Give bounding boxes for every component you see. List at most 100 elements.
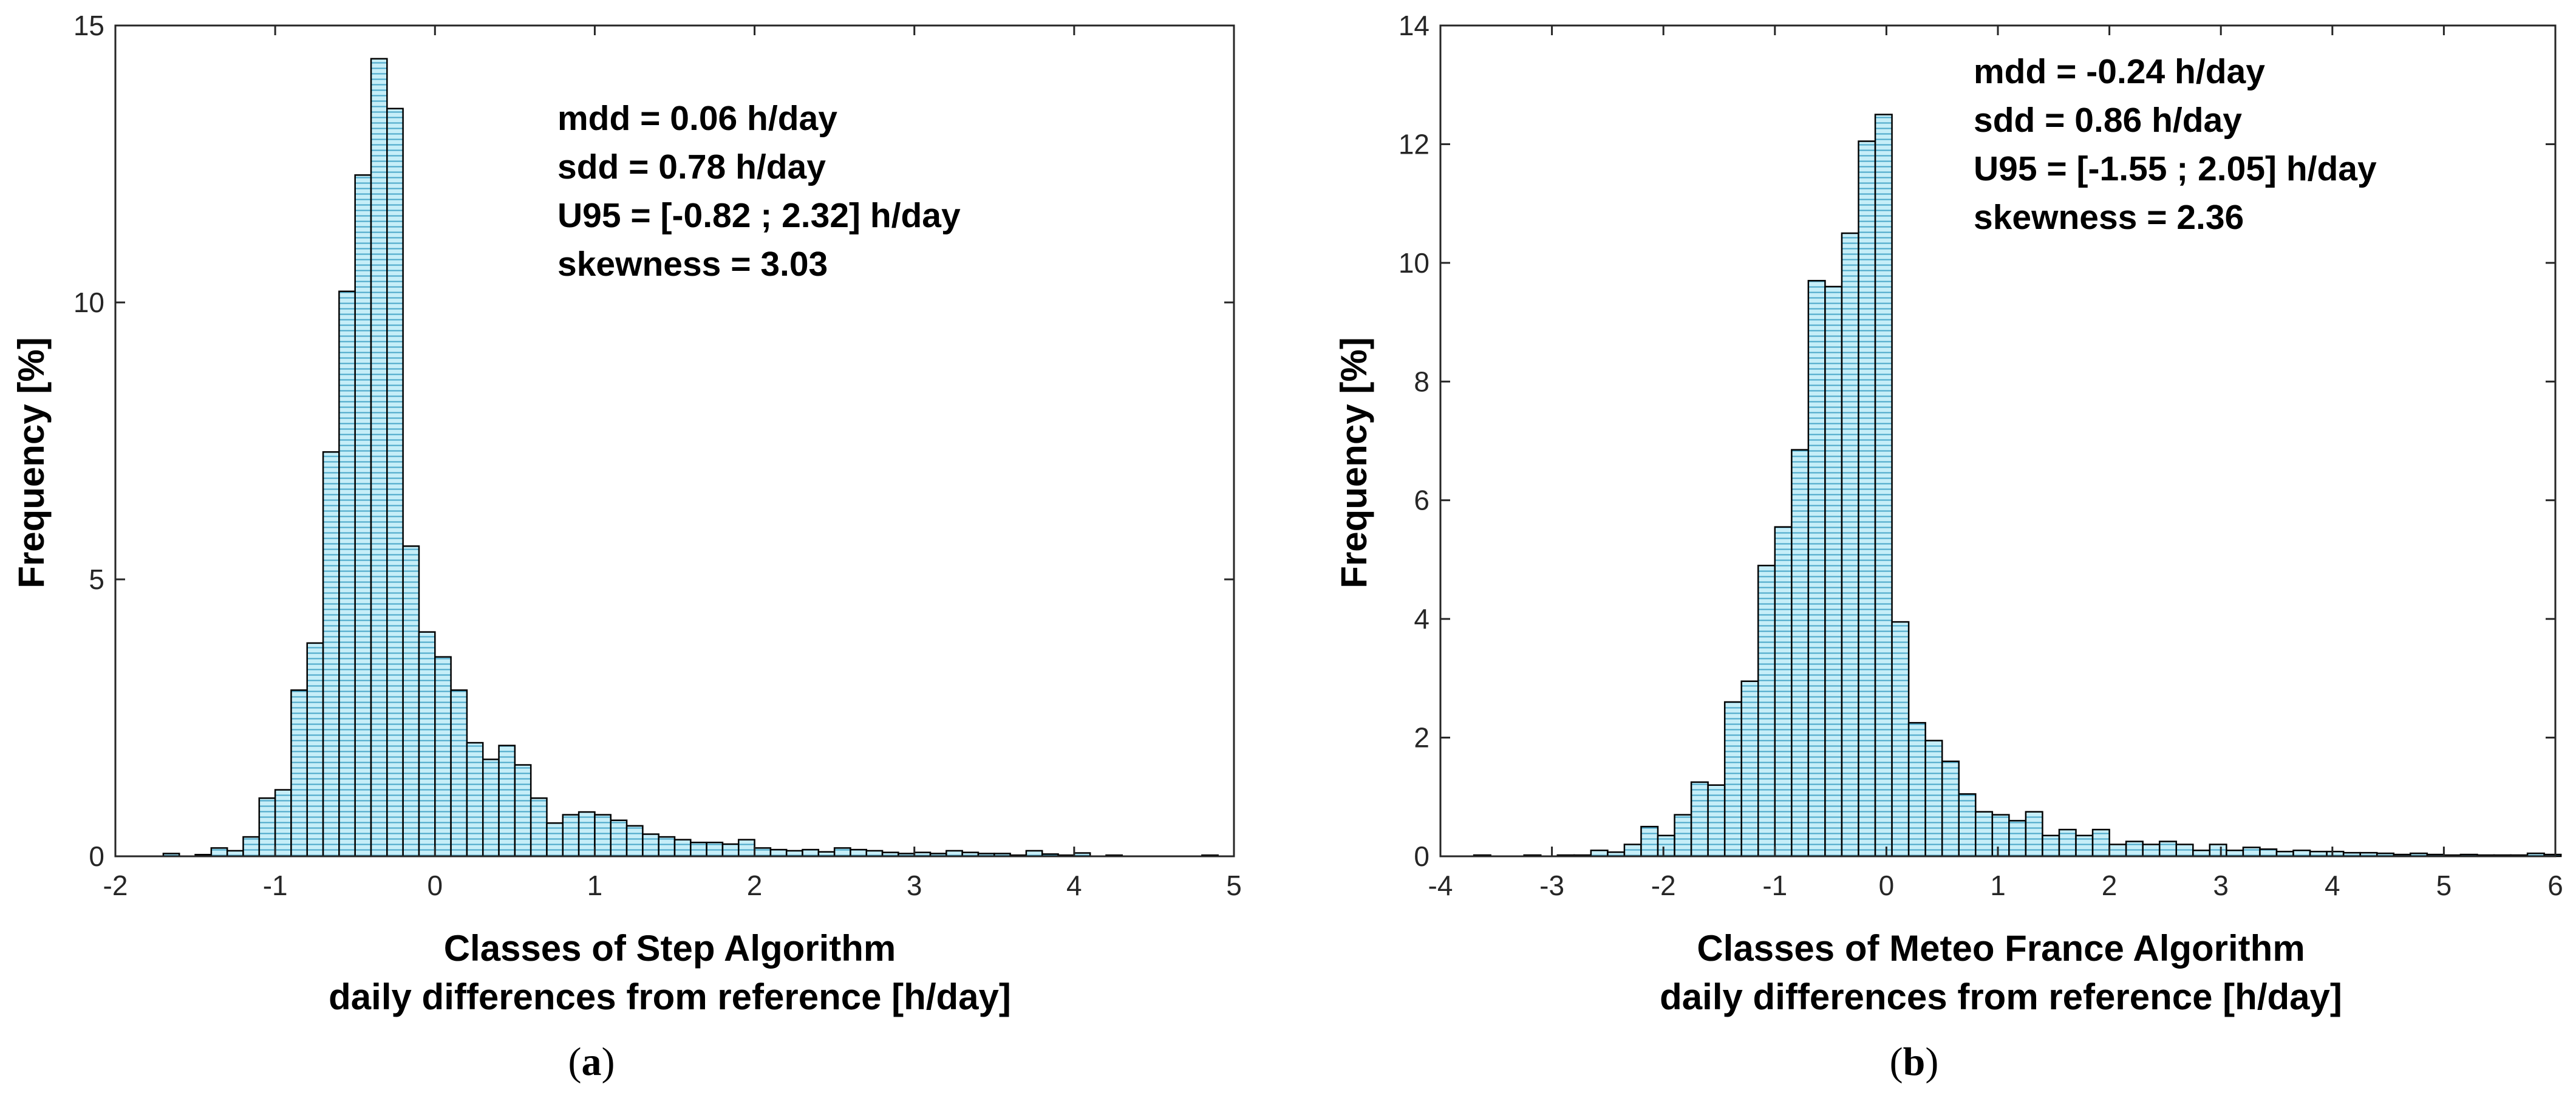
histogram-bar bbox=[1774, 526, 1793, 858]
histogram-bar bbox=[1841, 232, 1859, 858]
x-axis-label-line1: Classes of Meteo France Algorithm bbox=[1697, 928, 2305, 969]
histogram-bar bbox=[1640, 825, 1659, 858]
histogram-bar bbox=[802, 848, 820, 858]
stat-mdd: mdd = 0.06 h/day bbox=[557, 99, 837, 138]
histogram-bar bbox=[306, 642, 324, 858]
x-tick-label: 5 bbox=[2436, 870, 2452, 901]
histogram-bar bbox=[1907, 721, 1926, 858]
x-tick-label: 0 bbox=[427, 870, 443, 901]
histogram-bar bbox=[1874, 114, 1893, 858]
x-tick-label: 3 bbox=[2213, 870, 2229, 901]
histogram-bar bbox=[594, 814, 612, 858]
histogram-bar bbox=[1991, 814, 2010, 858]
histogram-bar bbox=[1807, 279, 1826, 858]
y-axis-ticks: 0 5 10 15 bbox=[73, 10, 1234, 872]
histogram-bar bbox=[322, 451, 340, 858]
histogram-bar bbox=[1941, 760, 1960, 858]
histogram-bar bbox=[482, 759, 500, 858]
stat-mdd: mdd = -0.24 h/day bbox=[1974, 52, 2265, 91]
histogram-bar bbox=[578, 811, 596, 858]
x-axis-ticks: -4 -3 -2 -1 0 1 2 3 4 5 6 bbox=[1428, 26, 2563, 901]
histogram-bar bbox=[850, 848, 868, 858]
histogram-bar bbox=[610, 819, 628, 858]
histogram-bar bbox=[2008, 820, 2027, 858]
histogram-bar bbox=[258, 797, 276, 858]
histogram-bar bbox=[2058, 828, 2077, 858]
histogram-bar bbox=[2042, 834, 2060, 858]
bar-series bbox=[1473, 114, 2562, 858]
panel-label-close: ) bbox=[602, 1040, 615, 1084]
x-tick-label: 4 bbox=[2325, 870, 2340, 901]
x-tick-label: -3 bbox=[1539, 870, 1564, 901]
stat-sdd: sdd = 0.78 h/day bbox=[557, 148, 826, 186]
y-tick-label: 14 bbox=[1399, 10, 1429, 41]
panel-label-open: ( bbox=[1890, 1040, 1903, 1084]
histogram-bar bbox=[1690, 781, 1709, 858]
y-tick-label: 0 bbox=[1414, 841, 1429, 872]
histogram-bar bbox=[2242, 847, 2261, 858]
x-tick-label: 6 bbox=[2547, 870, 2563, 901]
y-tick-label: 6 bbox=[1414, 485, 1429, 516]
x-axis-label-line2: daily differences from reference [h/day] bbox=[1660, 977, 2342, 1017]
x-tick-label: 4 bbox=[1066, 870, 1082, 901]
histogram-bar bbox=[370, 58, 388, 858]
y-axis-ticks: 0 2 4 6 8 10 12 14 bbox=[1399, 10, 2555, 872]
histogram-bar bbox=[754, 847, 772, 858]
histogram-bar bbox=[498, 745, 516, 858]
histogram-bar bbox=[1657, 834, 1675, 858]
histogram-bar bbox=[738, 839, 755, 858]
x-tick-label: 2 bbox=[747, 870, 763, 901]
histogram-bar bbox=[642, 833, 659, 858]
histogram-bar bbox=[290, 689, 308, 858]
y-tick-label: 2 bbox=[1414, 722, 1429, 754]
histogram-bar bbox=[530, 797, 548, 858]
x-tick-label: 2 bbox=[2102, 870, 2118, 901]
histogram-bar bbox=[450, 689, 468, 858]
histogram-bar bbox=[514, 764, 532, 858]
histogram-bar bbox=[386, 107, 404, 858]
histogram-bar bbox=[2091, 828, 2110, 858]
histogram-bar bbox=[2175, 844, 2194, 858]
x-tick-label: 3 bbox=[907, 870, 922, 901]
histogram-bar bbox=[625, 825, 644, 858]
histogram-bar bbox=[1740, 680, 1759, 858]
stat-u95: U95 = [-0.82 ; 2.32] h/day bbox=[557, 196, 961, 235]
histogram-bar bbox=[833, 847, 851, 858]
panel-label: (b) bbox=[1890, 1040, 1939, 1084]
histogram-bar bbox=[2025, 811, 2043, 858]
x-tick-label: -1 bbox=[1762, 870, 1787, 901]
y-tick-label: 10 bbox=[73, 287, 104, 318]
panel-label-close: ) bbox=[1925, 1040, 1938, 1084]
histogram-bar bbox=[546, 822, 564, 858]
histogram-bar bbox=[1824, 285, 1843, 858]
y-axis-label: Frequency [%] bbox=[11, 337, 52, 588]
histogram-bar bbox=[1723, 701, 1742, 858]
histogram-bar bbox=[418, 631, 436, 858]
panel-label-letter: b bbox=[1903, 1040, 1926, 1084]
histogram-bar bbox=[2259, 848, 2278, 858]
histogram-bar bbox=[338, 290, 356, 858]
histogram-bar bbox=[1975, 811, 1994, 858]
y-tick-label: 5 bbox=[89, 564, 104, 595]
stat-sdd: sdd = 0.86 h/day bbox=[1974, 101, 2242, 140]
histogram-bar bbox=[274, 789, 292, 858]
histogram-bar bbox=[2108, 844, 2127, 858]
x-tick-label: -4 bbox=[1428, 870, 1453, 901]
histogram-bar bbox=[562, 814, 580, 858]
histogram-bar bbox=[210, 847, 228, 858]
histogram-bar bbox=[673, 839, 692, 858]
plot-frame bbox=[114, 24, 1235, 858]
histogram-bar bbox=[2209, 844, 2227, 858]
x-axis-label-line1: Classes of Step Algorithm bbox=[444, 928, 896, 969]
panel-label-letter: a bbox=[582, 1040, 602, 1084]
histogram-bar bbox=[769, 848, 788, 858]
histogram-bar bbox=[1707, 784, 1726, 858]
x-tick-label: -2 bbox=[103, 870, 128, 901]
histogram-bar bbox=[1958, 793, 1977, 858]
x-tick-label: 1 bbox=[1990, 870, 2006, 901]
y-tick-label: 15 bbox=[73, 10, 104, 41]
x-tick-label: 5 bbox=[1226, 870, 1242, 901]
histogram-bar bbox=[1791, 449, 1810, 858]
